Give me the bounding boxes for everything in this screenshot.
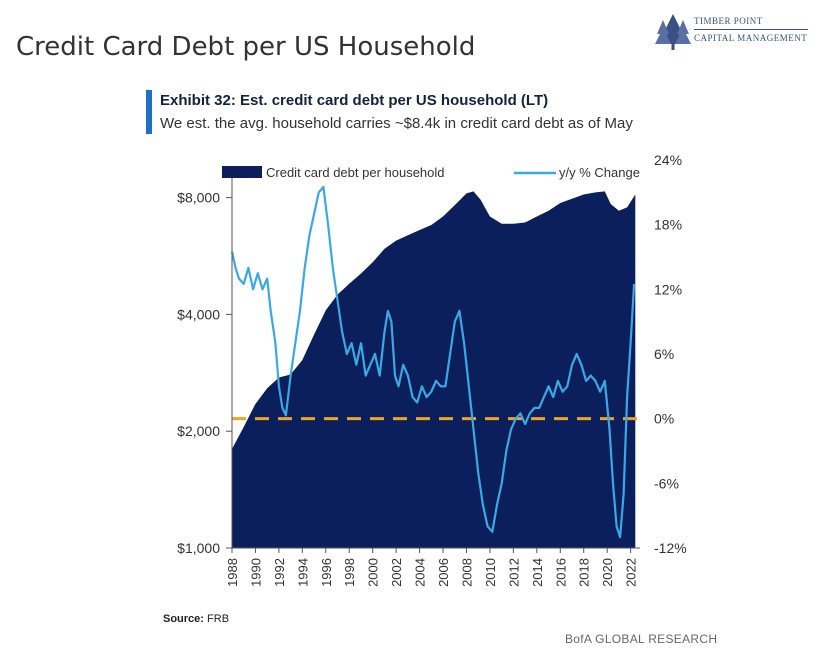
x-tick-label: 2022	[624, 558, 639, 587]
x-tick-label: 2002	[389, 558, 404, 587]
source-value: FRB	[207, 613, 230, 625]
legend-label-line: y/y % Change	[559, 165, 640, 180]
exhibit-title: Exhibit 32: Est. credit card debt per US…	[160, 92, 549, 109]
x-tick-label: 1992	[272, 558, 287, 587]
debt-area-series	[232, 191, 636, 548]
x-tick-label: 1988	[225, 558, 240, 587]
x-tick-label: 2018	[577, 558, 592, 587]
x-tick-label: 2004	[413, 558, 428, 587]
right-tick-label: 6%	[654, 346, 674, 362]
footer-credit: BofA GLOBAL RESEARCH	[565, 632, 718, 646]
x-tick-label: 2012	[506, 558, 521, 587]
x-tick-label: 2008	[459, 558, 474, 587]
right-tick-label: 18%	[654, 217, 682, 233]
x-tick-label: 2006	[436, 558, 451, 587]
left-tick-label: $1,000	[177, 540, 220, 556]
x-tick-label: 1994	[295, 558, 310, 587]
logo-line-2: CAPITAL MANAGEMENT	[694, 33, 808, 43]
left-tick-label: $8,000	[177, 190, 220, 206]
x-tick-label: 2016	[553, 558, 568, 587]
x-tick-label: 1990	[248, 558, 263, 587]
right-tick-label: 24%	[654, 152, 682, 168]
right-tick-label: 0%	[654, 411, 674, 427]
exhibit-subtitle: We est. the avg. household carries ~$8.4…	[160, 115, 633, 132]
x-tick-label: 2000	[366, 558, 381, 587]
legend-swatch-area	[222, 166, 262, 178]
exhibit-accent-bar	[146, 90, 152, 134]
yoy-change-line	[230, 185, 636, 539]
x-tick-label: 2010	[483, 558, 498, 587]
legend-label-area: Credit card debt per household	[266, 165, 445, 180]
x-tick-label: 1998	[342, 558, 357, 587]
timber-point-logo: TIMBER POINT CAPITAL MANAGEMENT	[654, 12, 814, 52]
page-title: Credit Card Debt per US Household	[16, 32, 476, 62]
right-tick-label: 12%	[654, 281, 682, 297]
right-tick-label: -6%	[654, 475, 679, 491]
x-tick-label: 2020	[600, 558, 615, 587]
left-tick-label: $2,000	[177, 423, 220, 439]
logo-divider	[694, 29, 808, 30]
source-note: Source: FRB	[163, 613, 229, 625]
logo-line-1: TIMBER POINT	[694, 16, 763, 26]
x-tick-label: 1996	[319, 558, 334, 587]
source-label: Source:	[163, 613, 204, 625]
tree-logo-icon	[655, 14, 691, 50]
left-tick-label: $4,000	[177, 306, 220, 322]
x-tick-label: 2014	[530, 558, 545, 587]
right-tick-label: -12%	[654, 540, 687, 556]
